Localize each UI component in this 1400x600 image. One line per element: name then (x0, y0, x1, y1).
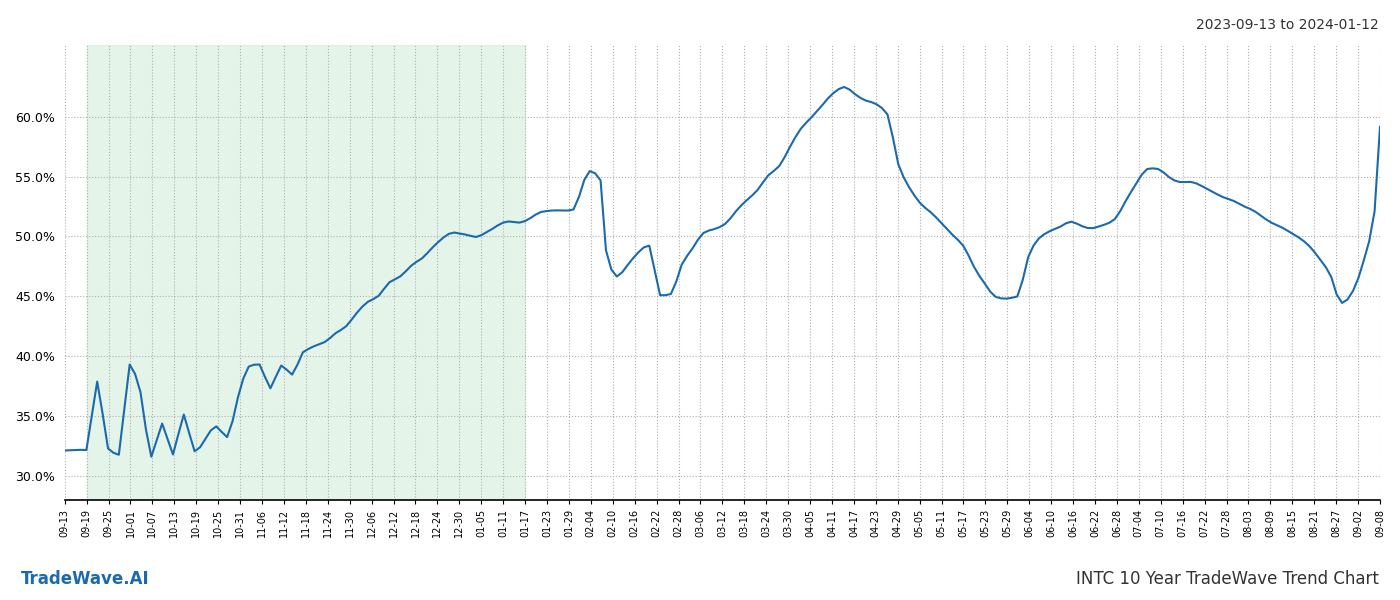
Text: INTC 10 Year TradeWave Trend Chart: INTC 10 Year TradeWave Trend Chart (1077, 570, 1379, 588)
Text: 2023-09-13 to 2024-01-12: 2023-09-13 to 2024-01-12 (1196, 18, 1379, 32)
Bar (87, 45, 525, 500)
Text: TradeWave.AI: TradeWave.AI (21, 570, 150, 588)
